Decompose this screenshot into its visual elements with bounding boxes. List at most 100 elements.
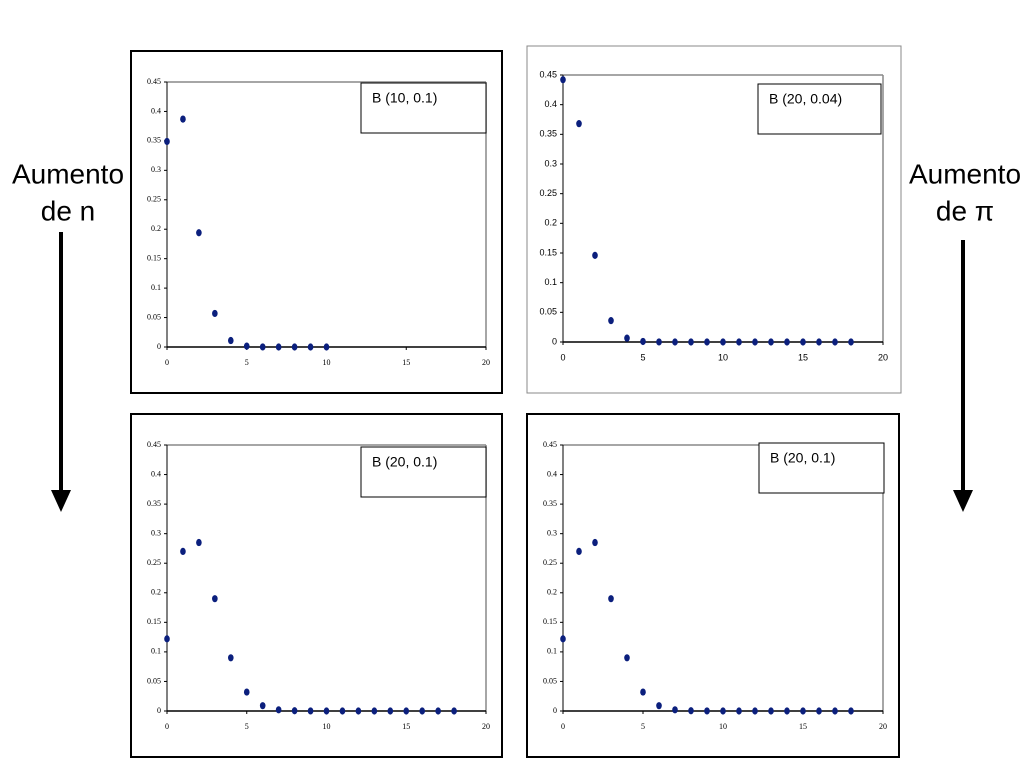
point	[672, 338, 678, 346]
legend-box	[758, 442, 885, 494]
x-tick-label: 5	[640, 352, 645, 362]
point	[243, 688, 250, 696]
x-tick-label: 0	[165, 358, 169, 367]
point	[307, 343, 314, 351]
y-tick-label: 0.1	[151, 647, 161, 656]
point	[640, 688, 646, 696]
point	[323, 707, 330, 715]
y-tick-label: 0.15	[147, 617, 161, 626]
legend-label: B (20, 0.1)	[372, 454, 437, 470]
x-tick-label: 5	[641, 722, 645, 731]
arrow-head	[953, 490, 973, 512]
point	[196, 538, 202, 547]
y-tick-label: 0	[157, 342, 161, 351]
point	[339, 707, 346, 715]
chart-frame	[526, 413, 900, 758]
point	[451, 707, 457, 715]
point	[784, 707, 790, 715]
y-tick-label: 0	[552, 336, 557, 346]
x-tick-label: 20	[482, 358, 490, 367]
y-tick-label: 0	[553, 706, 557, 715]
point	[656, 338, 662, 346]
point	[403, 707, 410, 715]
y-tick-label: 0.2	[151, 224, 161, 233]
legend-box	[360, 446, 487, 498]
x-tick-label: 15	[798, 352, 808, 362]
point	[576, 120, 582, 128]
x-tick-label: 20	[482, 722, 490, 731]
y-tick-label: 0.1	[151, 283, 161, 292]
point	[624, 654, 630, 662]
y-tick-label: 0.4	[151, 469, 161, 478]
x-tick-label: 0	[560, 352, 565, 362]
point	[672, 706, 678, 714]
point	[608, 595, 614, 603]
point	[768, 338, 774, 346]
point	[212, 595, 218, 603]
y-tick-label: 0.4	[544, 99, 557, 109]
point	[180, 547, 186, 556]
point	[164, 137, 170, 146]
side-label: Aumento	[12, 158, 124, 189]
point	[371, 707, 378, 715]
point	[419, 707, 426, 715]
point	[832, 338, 838, 346]
point	[800, 707, 806, 715]
point	[752, 707, 758, 715]
point	[164, 635, 170, 643]
y-tick-label: 0.1	[544, 277, 557, 287]
y-tick-label: 0.4	[151, 106, 161, 115]
chart-frame	[526, 45, 902, 394]
x-tick-label: 20	[879, 722, 887, 731]
y-tick-label: 0.25	[543, 558, 557, 567]
y-tick-label: 0.05	[147, 312, 161, 321]
x-tick-label: 5	[245, 358, 249, 367]
point	[656, 702, 662, 710]
point	[387, 707, 394, 715]
y-tick-label: 0.15	[539, 247, 557, 257]
point	[720, 338, 726, 346]
legend-label: B (20, 0.1)	[770, 450, 835, 466]
y-tick-label: 0.3	[544, 158, 557, 168]
point	[608, 317, 614, 325]
x-tick-label: 10	[718, 352, 728, 362]
point	[576, 547, 582, 556]
point	[435, 707, 441, 715]
point	[180, 115, 186, 123]
y-tick-label: 0.1	[547, 647, 557, 656]
point	[784, 338, 790, 346]
x-tick-label: 10	[323, 358, 331, 367]
y-tick-label: 0.05	[147, 676, 161, 685]
point	[212, 309, 218, 318]
point	[228, 654, 234, 662]
x-tick-label: 10	[719, 722, 727, 731]
x-tick-label: 0	[561, 722, 565, 731]
y-tick-label: 0.05	[539, 307, 557, 317]
y-tick-label: 0.15	[543, 617, 557, 626]
point	[228, 336, 234, 345]
side-label: de n	[41, 195, 96, 226]
point	[736, 338, 742, 346]
y-tick-label: 0.3	[547, 528, 557, 537]
y-tick-label: 0.35	[147, 136, 161, 145]
point	[275, 343, 282, 351]
point	[560, 76, 566, 84]
point	[736, 707, 742, 715]
y-tick-label: 0.05	[543, 676, 557, 685]
point	[848, 338, 854, 346]
y-tick-label: 0.35	[539, 129, 557, 139]
x-tick-label: 10	[323, 722, 331, 731]
y-tick-label: 0.2	[544, 218, 557, 228]
point	[832, 707, 838, 715]
y-tick-label: 0	[157, 706, 161, 715]
point	[800, 338, 806, 346]
side-label: de π	[936, 195, 994, 226]
point	[720, 707, 726, 715]
point	[307, 707, 314, 715]
x-tick-label: 5	[245, 722, 249, 731]
y-tick-label: 0.45	[147, 77, 161, 86]
chart-frame	[130, 50, 503, 394]
point	[688, 338, 694, 346]
y-tick-label: 0.25	[539, 188, 557, 198]
point	[291, 343, 298, 351]
